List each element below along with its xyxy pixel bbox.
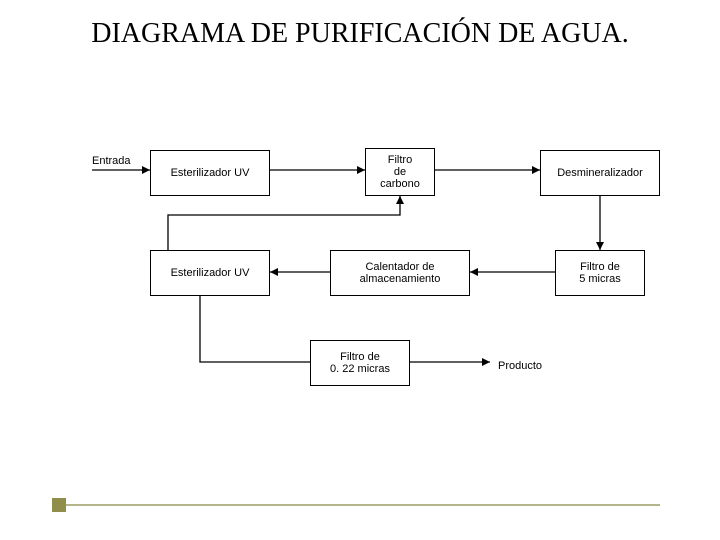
- arrowhead-e-cal-uv2: [270, 268, 278, 276]
- arrowhead-e-uv1-carbon: [357, 166, 365, 174]
- arrowhead-e-in: [142, 166, 150, 174]
- arrowhead-e-f5-cal: [470, 268, 478, 276]
- node-uv2: Esterilizador UV: [150, 250, 270, 296]
- node-uv1: Esterilizador UV: [150, 150, 270, 196]
- edge-e-uv2-f022: [200, 296, 310, 362]
- label-producto: Producto: [498, 360, 542, 372]
- node-f5: Filtro de5 micras: [555, 250, 645, 296]
- edge-e-uv2-uv1: [168, 196, 400, 250]
- arrowhead-e-carbon-dem: [532, 166, 540, 174]
- node-carbon: Filtrodecarbono: [365, 148, 435, 196]
- footer-accent: [52, 498, 66, 512]
- arrowhead-e-dem-f5: [596, 242, 604, 250]
- diagram-title: DIAGRAMA DE PURIFICACIÓN DE AGUA.: [0, 18, 720, 50]
- arrowhead-e-f022-prod: [482, 358, 490, 366]
- footer-rule: [66, 504, 660, 506]
- node-f022: Filtro de0. 22 micras: [310, 340, 410, 386]
- node-cal: Calentador dealmacenamiento: [330, 250, 470, 296]
- label-entrada: Entrada: [92, 155, 131, 167]
- node-demin: Desmineralizador: [540, 150, 660, 196]
- arrowhead-e-uv2-uv1: [396, 196, 404, 204]
